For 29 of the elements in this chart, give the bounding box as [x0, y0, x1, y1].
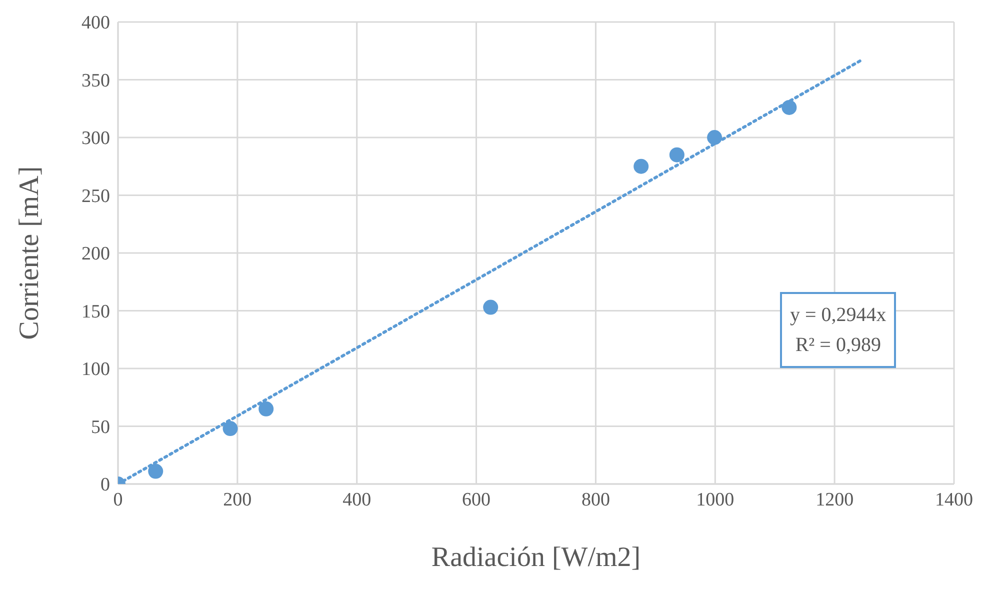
point [148, 464, 164, 479]
y-tick-label: 250 [82, 186, 110, 207]
x-tick-label: 1000 [696, 489, 734, 510]
point [707, 130, 722, 145]
x-tick-label: 200 [223, 489, 252, 510]
x-tick-label: 1200 [816, 489, 854, 510]
point [483, 300, 498, 315]
y-tick-label: 100 [82, 359, 110, 380]
point [258, 401, 274, 416]
y-tick-label: 50 [91, 416, 110, 438]
point [222, 421, 238, 436]
y-tick-label: 0 [100, 474, 110, 496]
x-axis-title: Radiación [W/m2] [431, 542, 641, 573]
y-tick-label: 150 [82, 301, 110, 322]
x-tick-label: 0 [113, 489, 123, 510]
y-axis-title: Corriente [mA] [14, 166, 45, 340]
y-tick-label: 300 [82, 128, 110, 150]
x-tick-label: 600 [462, 489, 491, 510]
x-tick-label: 800 [581, 489, 610, 510]
annotation: R² = 0,989 [794, 333, 882, 358]
y-tick-label: 350 [82, 70, 110, 92]
x-tick-label: 400 [342, 489, 372, 510]
y-tick-label: 400 [82, 12, 110, 34]
point [634, 158, 649, 174]
y-tick-label: 200 [82, 244, 110, 265]
x-tick-label: 1400 [935, 489, 973, 510]
point [669, 147, 684, 162]
annotation: y = 0,2944x [790, 303, 886, 328]
point [782, 100, 797, 115]
